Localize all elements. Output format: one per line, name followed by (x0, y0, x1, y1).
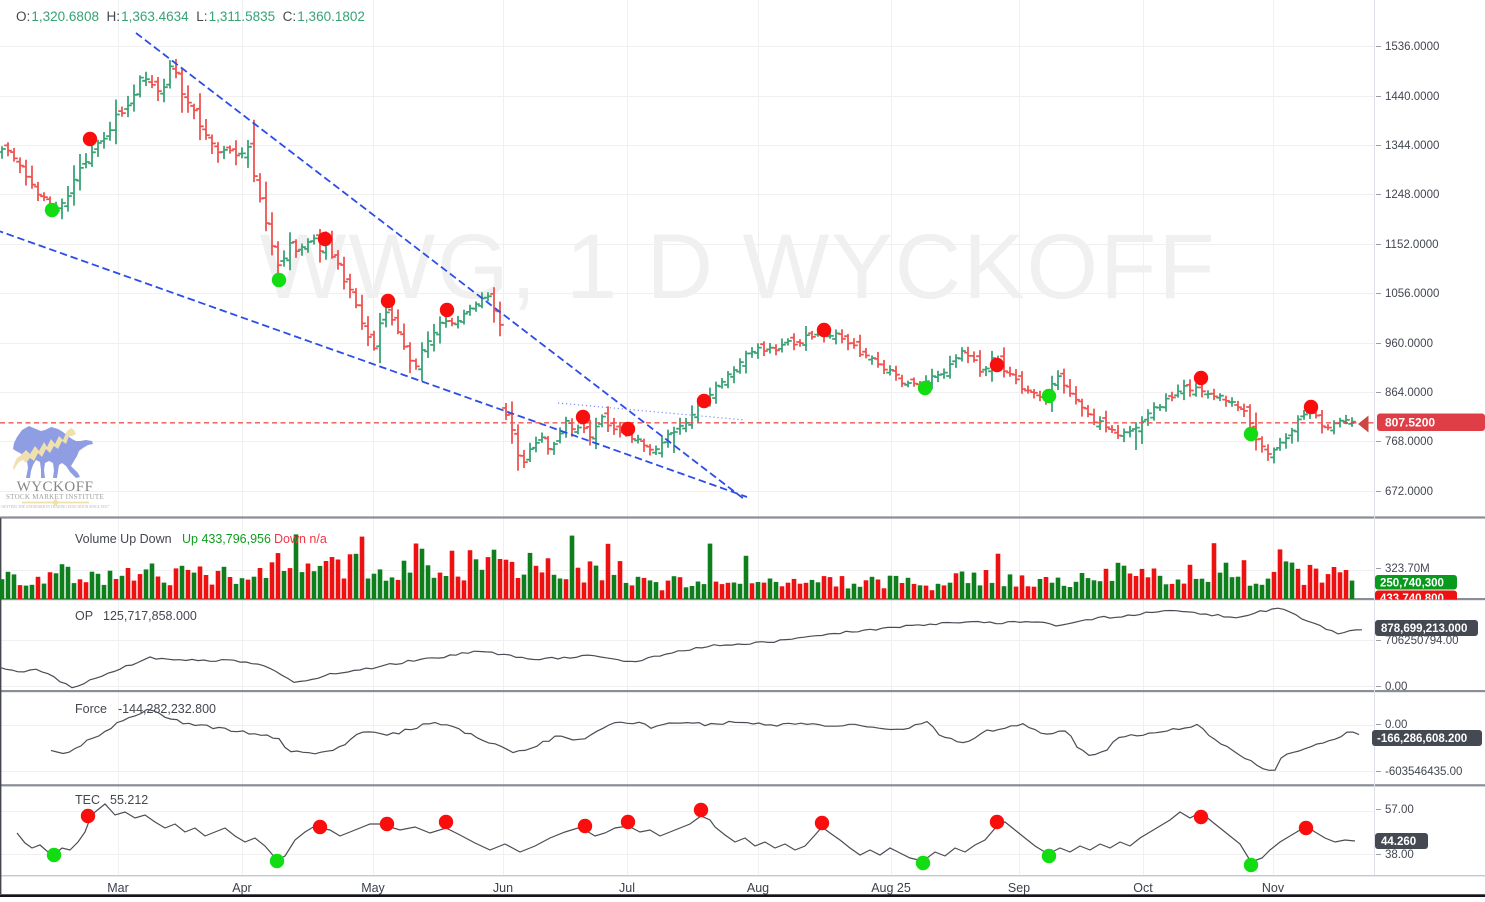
svg-text:323.70M: 323.70M (1385, 563, 1430, 575)
svg-text:0.00: 0.00 (1385, 681, 1407, 693)
svg-text:May: May (361, 881, 385, 895)
svg-text:Jul: Jul (619, 881, 635, 895)
svg-text:Aug 25: Aug 25 (871, 881, 911, 895)
svg-text:“SETTING THE STANDARD IN TRADI: “SETTING THE STANDARD IN TRADING EDUCATI… (1, 504, 110, 509)
svg-text:1536.0000: 1536.0000 (1385, 41, 1439, 53)
svg-text:Jun: Jun (493, 881, 513, 895)
svg-text:Force: Force (75, 702, 107, 716)
svg-text:Nov: Nov (1262, 881, 1285, 895)
svg-text:864.0000: 864.0000 (1385, 387, 1433, 399)
svg-text:38.00: 38.00 (1385, 849, 1414, 861)
svg-text:OP: OP (75, 609, 93, 623)
svg-text:250,740,300: 250,740,300 (1380, 577, 1444, 589)
svg-text:Aug: Aug (747, 881, 769, 895)
svg-text:1056.0000: 1056.0000 (1385, 288, 1439, 300)
svg-text:768.0000: 768.0000 (1385, 436, 1433, 448)
svg-text:1344.0000: 1344.0000 (1385, 140, 1439, 152)
svg-text:TEC: TEC (75, 793, 100, 807)
svg-text:44.260: 44.260 (1381, 836, 1416, 848)
svg-text:807.5200: 807.5200 (1385, 415, 1435, 429)
svg-text:57.00: 57.00 (1385, 804, 1414, 816)
svg-text:STOCK MARKET INSTITUTE: STOCK MARKET INSTITUTE (6, 493, 104, 501)
svg-text:1248.0000: 1248.0000 (1385, 189, 1439, 201)
svg-text:Mar: Mar (107, 881, 129, 895)
svg-text:55.212: 55.212 (110, 793, 148, 807)
svg-text:Volume Up Down: Volume Up Down (75, 532, 172, 546)
svg-text:960.0000: 960.0000 (1385, 338, 1433, 350)
svg-text:878,699,213.000: 878,699,213.000 (1381, 623, 1467, 635)
svg-text:Sep: Sep (1008, 881, 1030, 895)
svg-text:Up 433,796,956: Up 433,796,956 (182, 532, 271, 546)
svg-text:Down n/a: Down n/a (274, 532, 327, 546)
svg-text:672.0000: 672.0000 (1385, 486, 1433, 498)
svg-text:Apr: Apr (232, 881, 251, 895)
svg-text:O: 1,320.6808 H: 1,363.4634: O: 1,320.6808 H: 1,363.4634 L: 1,311.583… (16, 9, 365, 24)
svg-text:433,740,800: 433,740,800 (1380, 593, 1444, 605)
svg-text:125,717,858.000: 125,717,858.000 (103, 609, 197, 623)
svg-text:1152.0000: 1152.0000 (1385, 239, 1439, 251)
svg-text:WWG, 1 D WYCKOFF: WWG, 1 D WYCKOFF (259, 216, 1216, 318)
svg-text:-166,286,608.200: -166,286,608.200 (1377, 733, 1467, 745)
svg-text:Oct: Oct (1133, 881, 1153, 895)
svg-text:1440.0000: 1440.0000 (1385, 91, 1439, 103)
svg-text:0.00: 0.00 (1385, 719, 1407, 731)
svg-text:-603546435.00: -603546435.00 (1385, 766, 1462, 778)
svg-text:-144,282,232.800: -144,282,232.800 (118, 702, 216, 716)
svg-text:WYCKOFF: WYCKOFF (17, 479, 94, 495)
svg-text:706250794.00: 706250794.00 (1385, 635, 1459, 647)
